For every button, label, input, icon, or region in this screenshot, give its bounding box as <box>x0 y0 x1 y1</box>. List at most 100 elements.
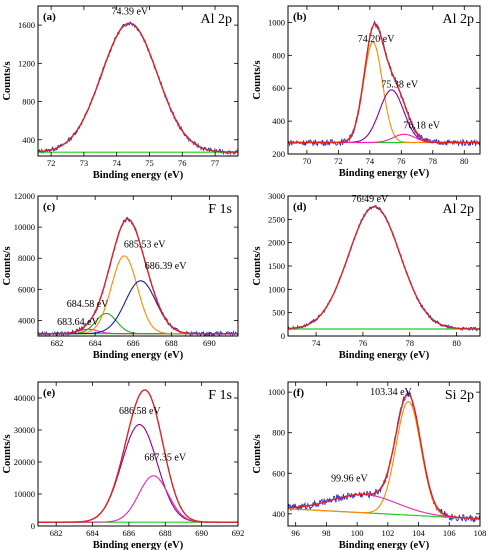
x-axis-label: Binding energy (eV) <box>339 350 430 361</box>
y-tick-label: 1200 <box>18 58 35 68</box>
envelope-fit-line <box>38 22 238 153</box>
y-axis-label: Counts/s <box>252 434 263 473</box>
y-tick-label: 800 <box>272 50 285 60</box>
x-tick-label: 74 <box>312 338 321 348</box>
x-tick-label: 76 <box>359 338 368 348</box>
x-tick-label: 684 <box>86 528 100 538</box>
x-tick-label: 74 <box>112 158 121 168</box>
y-tick-label: 4000 <box>18 315 35 325</box>
peak-annotation: 74.20 eV <box>358 34 395 45</box>
plot-area <box>288 390 480 523</box>
y-tick-label: 20000 <box>14 457 35 467</box>
component-peak-2 <box>288 89 480 144</box>
envelope-fit-line <box>288 23 480 144</box>
x-axis-label: Binding energy (eV) <box>339 168 430 179</box>
y-tick-label: 8000 <box>18 253 35 263</box>
y-tick-label: 30000 <box>14 425 35 435</box>
panel-label: (d) <box>293 201 307 213</box>
x-tick-label: 682 <box>51 338 64 348</box>
panel-title: Al 2p <box>443 202 475 217</box>
x-tick-label: 76 <box>178 158 187 168</box>
panel-c: 682 684 686 688 690 4000 6000 8000 10000 12000 Bin… <box>2 191 239 361</box>
x-tick-label: 104 <box>412 528 426 538</box>
y-tick-label: 600 <box>272 468 285 478</box>
panel-label: (b) <box>293 11 307 23</box>
y-axis-label: Counts/s <box>252 60 263 99</box>
peak-annotation: 75.38 eV <box>381 79 418 90</box>
peak-annotation: 76.49 eV <box>352 194 389 205</box>
panel-title: Al 2p <box>201 12 233 27</box>
plot-area <box>38 389 238 523</box>
peak-annotation: 686.39 eV <box>145 261 187 272</box>
plot-area <box>38 216 238 336</box>
component-peak-1 <box>288 400 480 520</box>
y-tick-label: 1000 <box>268 284 285 294</box>
y-tick-label: 600 <box>272 83 285 93</box>
y-axis-label: Counts/s <box>2 434 13 473</box>
panel-e: 682 684 686 688 690 692 0 10000 20000 30000 40000 B… <box>2 381 245 550</box>
component-peak-2 <box>38 475 238 523</box>
x-tick-label: 690 <box>203 338 216 348</box>
x-tick-label: 76 <box>397 156 406 166</box>
x-tick-label: 682 <box>50 528 63 538</box>
plot-area <box>288 204 480 332</box>
x-tick-label: 102 <box>381 528 394 538</box>
peak-annotation: 684.58 eV <box>67 299 109 310</box>
y-tick-label: 500 <box>272 308 285 318</box>
component-peak-1 <box>288 41 480 144</box>
plot-frame <box>37 381 239 527</box>
raw-data-line <box>38 21 238 156</box>
peak-annotation: 685.53 eV <box>124 239 166 250</box>
y-axis-label: Counts/s <box>252 246 263 285</box>
x-tick-label: 70 <box>303 156 312 166</box>
y-tick-label: 2500 <box>268 214 285 224</box>
panel-label: (f) <box>293 387 304 399</box>
x-tick-label: 72 <box>47 158 56 168</box>
x-tick-label: 100 <box>351 528 364 538</box>
plot-area <box>38 21 238 156</box>
y-tick-label: 10000 <box>14 489 35 499</box>
x-axis-label: Binding energy (eV) <box>93 350 184 361</box>
panel-a: 72 73 74 75 76 77 400 800 1200 1600 Binding energy… <box>2 5 239 181</box>
panel-label: (e) <box>43 387 56 399</box>
plot-frame <box>37 195 239 337</box>
panel-title: Si 2p <box>445 388 474 403</box>
y-tick-label: 1000 <box>268 17 285 27</box>
peak-annotation: 687.35 eV <box>144 452 186 463</box>
x-tick-label: 80 <box>460 156 469 166</box>
x-tick-label: 78 <box>406 338 415 348</box>
panel-d: 74 76 78 80 0 500 1000 1500 2000 2500 3000 Binding … <box>252 191 481 361</box>
x-tick-label: 78 <box>429 156 438 166</box>
y-tick-label: 3000 <box>268 191 285 201</box>
plot-frame <box>287 195 481 337</box>
envelope-fit-line <box>288 205 480 330</box>
y-tick-label: 400 <box>22 135 35 145</box>
x-tick-label: 73 <box>80 158 89 168</box>
y-tick-label: 800 <box>22 97 35 107</box>
panel-b: 70 72 74 76 78 80 200 400 600 800 1000 Binding ener… <box>252 5 481 179</box>
envelope-fit-line <box>38 218 238 335</box>
x-tick-label: 692 <box>232 528 245 538</box>
y-tick-label: 1600 <box>18 20 35 30</box>
panel-title: F 1s <box>208 388 232 403</box>
x-tick-label: 690 <box>195 528 208 538</box>
x-tick-label: 96 <box>291 528 300 538</box>
panel-label: (a) <box>43 11 56 23</box>
x-tick-label: 684 <box>89 338 103 348</box>
y-tick-label: 1500 <box>268 261 285 271</box>
raw-data-line <box>288 390 480 523</box>
x-tick-label: 108 <box>474 528 487 538</box>
x-axis-label: Binding energy (eV) <box>93 170 184 181</box>
peak-annotation: 74.39 eV <box>111 7 148 18</box>
x-axis-label: Binding energy (eV) <box>339 540 430 550</box>
y-tick-label: 400 <box>272 509 285 519</box>
peak-annotation: 99.96 eV <box>331 473 368 484</box>
x-tick-label: 106 <box>443 528 456 538</box>
y-axis-label: Counts/s <box>2 61 13 100</box>
y-tick-label: 0 <box>31 521 35 531</box>
peak-annotation: 686.58 eV <box>119 406 161 417</box>
panel-label: (c) <box>43 201 56 213</box>
x-tick-label: 75 <box>145 158 154 168</box>
peak-annotation: 103.34 eV <box>370 387 412 398</box>
y-tick-label: 1000 <box>268 387 285 397</box>
